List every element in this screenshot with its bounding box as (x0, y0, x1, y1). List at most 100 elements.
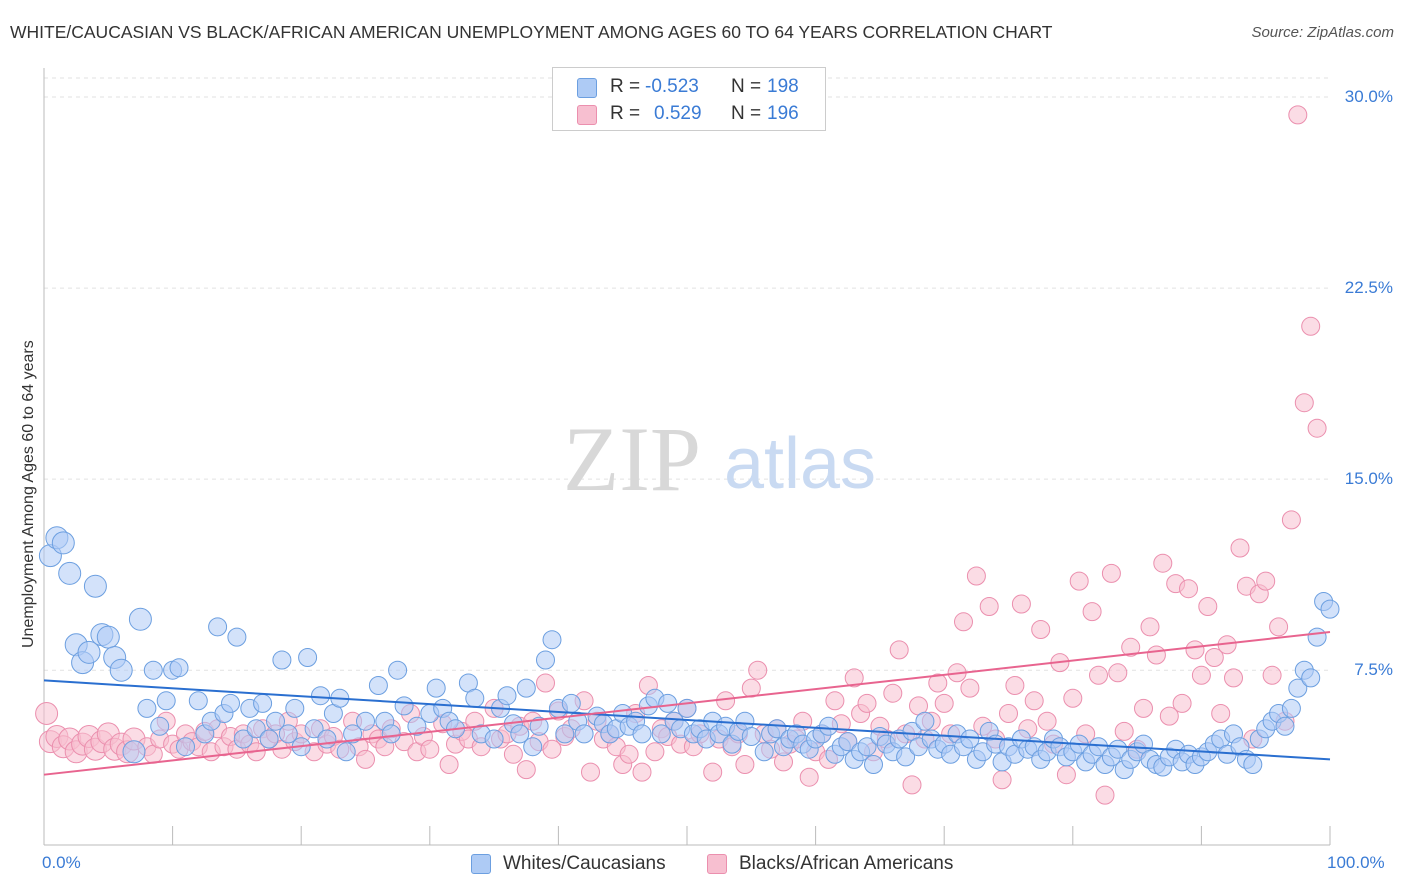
whites-point (208, 617, 228, 637)
whites-point (915, 711, 935, 731)
bottom-legend-swatch-pink (707, 854, 727, 874)
blacks-point (1063, 688, 1083, 708)
x-tick-max: 100.0% (1327, 853, 1385, 872)
whites-point (381, 724, 401, 744)
whites-point (253, 693, 273, 713)
whites-point (1320, 599, 1340, 619)
blacks-point (999, 704, 1018, 723)
blacks-point (1172, 693, 1192, 713)
whites-point (221, 693, 240, 713)
blacks-point (619, 744, 639, 764)
whites-point (83, 574, 107, 598)
y-tick-label-0: 7.5% (1354, 660, 1393, 680)
blacks-point (979, 597, 999, 616)
blacks-point (1204, 648, 1224, 667)
blacks-point (1140, 617, 1160, 637)
x-tick-min: 0.0% (42, 853, 81, 872)
legend-swatch-blue (577, 78, 597, 98)
whites-point (356, 711, 375, 731)
blacks-point (844, 668, 864, 688)
blacks-point (703, 762, 723, 782)
legend-n-label-1: N = (731, 76, 762, 97)
bottom-legend-blacks: Blacks/African Americans (707, 853, 953, 875)
blacks-point (1011, 594, 1031, 614)
whites-point (857, 737, 877, 757)
blacks-point (1108, 663, 1128, 683)
blacks-point (1114, 721, 1134, 741)
whites-point (278, 724, 298, 744)
blacks-point (1069, 571, 1089, 591)
bottom-legend-swatch-blue (471, 854, 491, 874)
whites-point (896, 747, 916, 767)
blacks-point (536, 673, 555, 693)
whites-point (1288, 678, 1308, 698)
whites-point (298, 648, 318, 667)
trend-line-whites (43, 679, 1331, 761)
whites-point (516, 678, 536, 698)
whites-point (272, 650, 292, 670)
whites-point (510, 724, 530, 744)
blacks-point (883, 683, 903, 703)
blacks-point (420, 739, 440, 759)
legend-n-label-2: N = (731, 103, 762, 124)
whites-point (188, 691, 208, 711)
blacks-point (1089, 665, 1108, 685)
whites-point (754, 742, 774, 762)
blacks-point (928, 673, 948, 693)
blacks-point (1159, 706, 1179, 726)
whites-point (58, 561, 82, 585)
blacks-point (1269, 617, 1289, 637)
blacks-point (1082, 602, 1102, 622)
blacks-point (1024, 691, 1044, 711)
whites-point (1243, 755, 1263, 774)
legend-n-value-2: 196 (767, 103, 799, 124)
y-tick-label-3: 30.0% (1344, 87, 1393, 107)
bottom-legend-label-blacks: Blacks/African Americans (739, 853, 954, 874)
blacks-point (1146, 645, 1166, 665)
whites-point (864, 755, 883, 774)
whites-point (741, 727, 761, 746)
blacks-point (857, 693, 877, 713)
whites-point (632, 724, 652, 744)
blacks-point (825, 691, 845, 711)
blacks-point (1101, 563, 1121, 583)
whites-point (1281, 698, 1301, 718)
legend-r-label-1: R = (610, 76, 641, 97)
bottom-legend-label-whites: Whites/Caucasians (503, 853, 666, 874)
whites-point (960, 729, 980, 749)
source-label: Source: ZipAtlas.com (1251, 24, 1394, 41)
whites-point (259, 729, 279, 749)
whites-point (122, 740, 146, 764)
series-whites-points (38, 526, 1340, 780)
watermark-atlas: atlas (724, 424, 876, 504)
blacks-point (1294, 393, 1314, 413)
whites-point (426, 678, 446, 698)
blacks-point (1095, 785, 1115, 805)
blacks-point (954, 612, 973, 632)
whites-point (304, 719, 324, 739)
whites-point (555, 724, 575, 744)
blacks-point (902, 775, 922, 795)
whites-point (156, 691, 176, 711)
legend-r-value-2: 0.529 (654, 103, 702, 124)
blacks-point (748, 660, 768, 680)
blacks-point (741, 678, 761, 698)
whites-point (311, 686, 330, 706)
chart-title: WHITE/CAUCASIAN VS BLACK/AFRICAN AMERICA… (10, 22, 1053, 42)
whites-point (266, 711, 285, 731)
blacks-point (1191, 665, 1211, 685)
whites-point (176, 737, 195, 757)
watermark: ZIP atlas (563, 408, 876, 510)
whites-point (336, 742, 356, 762)
whites-point (150, 716, 170, 736)
grid-lines (44, 77, 1330, 671)
blacks-point (960, 678, 980, 698)
blacks-point (439, 755, 459, 774)
whites-point (143, 660, 163, 680)
blacks-point (1256, 571, 1276, 591)
whites-point (497, 686, 517, 706)
whites-point (317, 729, 337, 749)
blacks-point (1230, 538, 1250, 558)
bottom-legend-whites: Whites/Caucasians (471, 853, 666, 875)
